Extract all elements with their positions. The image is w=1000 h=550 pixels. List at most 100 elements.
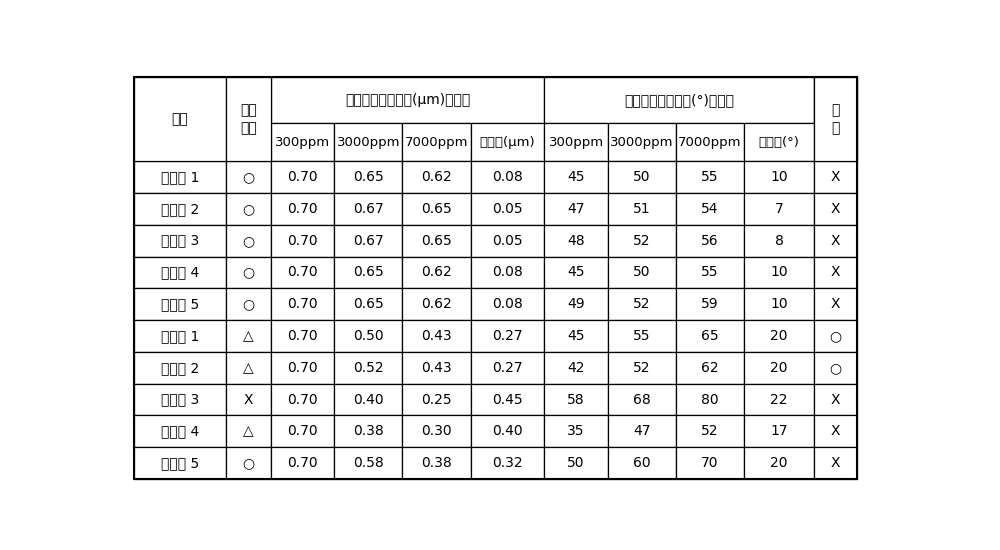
- Bar: [608, 352, 676, 384]
- Bar: [608, 257, 676, 288]
- Bar: [676, 415, 744, 447]
- Text: 20: 20: [770, 456, 788, 470]
- Bar: [134, 384, 226, 415]
- Text: X: X: [831, 456, 840, 470]
- Bar: [544, 76, 814, 123]
- Bar: [544, 320, 608, 352]
- Text: 0.65: 0.65: [421, 202, 452, 216]
- Text: ○: ○: [829, 329, 841, 343]
- Bar: [226, 225, 271, 257]
- Bar: [402, 288, 471, 320]
- Bar: [676, 123, 744, 161]
- Text: 62: 62: [701, 361, 719, 375]
- Bar: [544, 161, 608, 193]
- Text: 0.30: 0.30: [421, 424, 452, 438]
- Bar: [226, 257, 271, 288]
- Bar: [814, 76, 857, 161]
- Bar: [334, 415, 402, 447]
- Bar: [471, 352, 544, 384]
- Text: 0.65: 0.65: [421, 234, 452, 248]
- Bar: [402, 320, 471, 352]
- Bar: [471, 415, 544, 447]
- Text: 比较例 1: 比较例 1: [161, 329, 199, 343]
- Text: 比较例 4: 比较例 4: [161, 424, 199, 438]
- Text: △: △: [243, 361, 254, 375]
- Text: ○: ○: [242, 266, 254, 279]
- Text: 48: 48: [567, 234, 585, 248]
- Text: 0.50: 0.50: [353, 329, 384, 343]
- Bar: [814, 352, 857, 384]
- Text: △: △: [243, 329, 254, 343]
- Text: 0.65: 0.65: [353, 297, 384, 311]
- Text: 实施例 3: 实施例 3: [161, 234, 199, 248]
- Text: 65: 65: [701, 329, 719, 343]
- Bar: [402, 384, 471, 415]
- Bar: [271, 320, 334, 352]
- Text: ○: ○: [242, 170, 254, 184]
- Text: 0.43: 0.43: [421, 361, 452, 375]
- Bar: [271, 447, 334, 479]
- Text: 49: 49: [567, 297, 585, 311]
- Bar: [744, 257, 814, 288]
- Text: 50: 50: [567, 456, 585, 470]
- Text: 0.52: 0.52: [353, 361, 384, 375]
- Bar: [402, 123, 471, 161]
- Text: 0.67: 0.67: [353, 202, 384, 216]
- Text: 47: 47: [633, 424, 651, 438]
- Bar: [744, 384, 814, 415]
- Text: 50: 50: [633, 266, 651, 279]
- Text: 0.08: 0.08: [492, 266, 523, 279]
- Bar: [744, 288, 814, 320]
- Text: 随处理张数的俧蚀(μm)变化量: 随处理张数的俧蚀(μm)变化量: [345, 93, 470, 107]
- Text: 20: 20: [770, 329, 788, 343]
- Bar: [334, 447, 402, 479]
- Bar: [544, 447, 608, 479]
- Bar: [471, 288, 544, 320]
- Text: 0.08: 0.08: [492, 170, 523, 184]
- Bar: [744, 123, 814, 161]
- Text: 变化量(°): 变化量(°): [759, 136, 800, 148]
- Text: 0.08: 0.08: [492, 297, 523, 311]
- Bar: [608, 123, 676, 161]
- Text: 0.45: 0.45: [492, 393, 523, 406]
- Text: X: X: [831, 234, 840, 248]
- Bar: [814, 384, 857, 415]
- Text: 0.70: 0.70: [287, 361, 318, 375]
- Bar: [676, 384, 744, 415]
- Bar: [544, 123, 608, 161]
- Bar: [744, 193, 814, 225]
- Bar: [471, 225, 544, 257]
- Text: 7000ppm: 7000ppm: [678, 136, 742, 148]
- Bar: [271, 352, 334, 384]
- Text: X: X: [831, 424, 840, 438]
- Bar: [226, 76, 271, 161]
- Text: 实施例 4: 实施例 4: [161, 266, 199, 279]
- Text: 0.65: 0.65: [353, 266, 384, 279]
- Bar: [134, 447, 226, 479]
- Bar: [471, 193, 544, 225]
- Bar: [544, 352, 608, 384]
- Text: 54: 54: [701, 202, 719, 216]
- Bar: [402, 447, 471, 479]
- Bar: [226, 320, 271, 352]
- Text: 50: 50: [633, 170, 651, 184]
- Bar: [334, 352, 402, 384]
- Text: 42: 42: [567, 361, 585, 375]
- Text: 17: 17: [770, 424, 788, 438]
- Text: 蚀刻
轮廓: 蚀刻 轮廓: [240, 103, 257, 135]
- Text: 变化量(μm): 变化量(μm): [480, 136, 535, 148]
- Bar: [471, 123, 544, 161]
- Bar: [676, 193, 744, 225]
- Text: 0.05: 0.05: [492, 202, 523, 216]
- Bar: [134, 415, 226, 447]
- Bar: [402, 415, 471, 447]
- Text: X: X: [831, 266, 840, 279]
- Bar: [271, 384, 334, 415]
- Bar: [676, 257, 744, 288]
- Text: 0.65: 0.65: [353, 170, 384, 184]
- Text: 0.70: 0.70: [287, 393, 318, 406]
- Bar: [134, 352, 226, 384]
- Text: 区分: 区分: [172, 112, 188, 126]
- Text: 52: 52: [633, 361, 651, 375]
- Text: 0.38: 0.38: [421, 456, 452, 470]
